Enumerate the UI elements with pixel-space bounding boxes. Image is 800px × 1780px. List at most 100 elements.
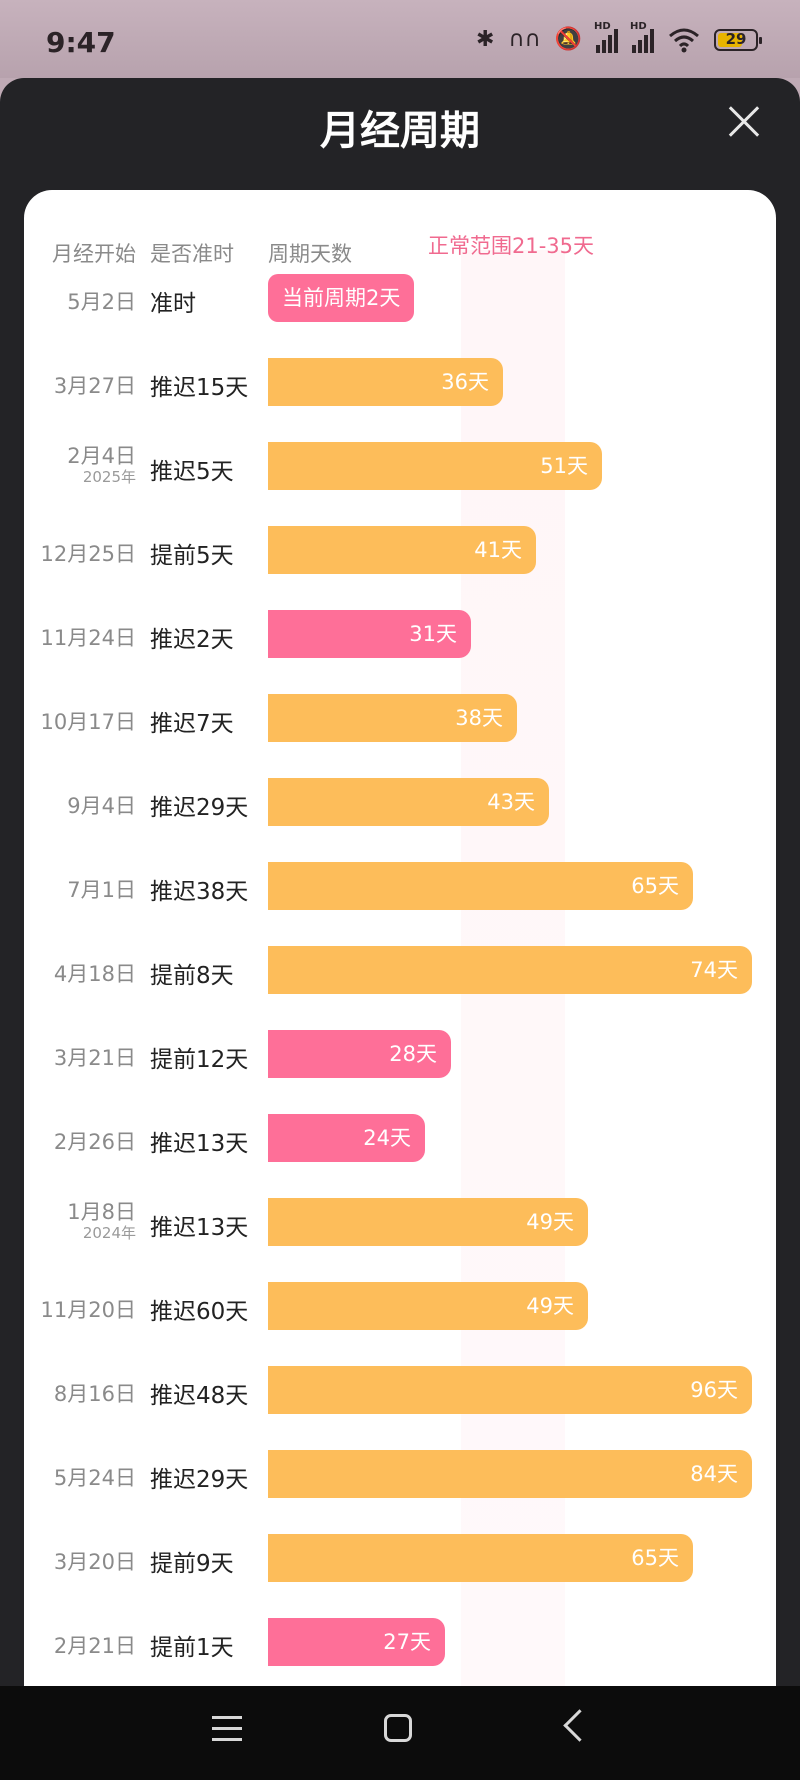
date-text: 3月21日 — [53, 1046, 136, 1070]
back-icon[interactable] — [563, 1709, 596, 1742]
menu-icon[interactable] — [212, 1716, 242, 1746]
hd-label-2: HD — [630, 21, 647, 32]
on-time-status: 推迟2天 — [150, 627, 234, 653]
cycle-start-date: 11月24日 — [24, 622, 136, 652]
cycle-length-bar: 43天 — [268, 778, 549, 826]
cycle-start-date: 3月27日 — [24, 370, 136, 400]
cycle-length-bar: 31天 — [268, 610, 471, 658]
cycle-row[interactable]: 12月25日 提前5天 41天 — [24, 526, 776, 576]
date-text: 5月24日 — [53, 1466, 136, 1490]
cycle-start-date: 4月18日 — [24, 958, 136, 988]
date-text: 9月4日 — [67, 794, 136, 818]
on-time-status: 提前5天 — [150, 543, 234, 569]
date-text: 2月21日 — [53, 1634, 136, 1658]
year-text: 2024年 — [82, 1224, 136, 1242]
cycle-length-bar: 27天 — [268, 1618, 445, 1666]
on-time-status: 提前8天 — [150, 963, 234, 989]
cycle-start-date: 10月17日 — [24, 706, 136, 736]
home-icon[interactable] — [384, 1714, 412, 1742]
cycle-start-date: 3月21日 — [24, 1042, 136, 1072]
on-time-status: 提前1天 — [150, 1635, 234, 1661]
on-time-status: 推迟29天 — [150, 1467, 249, 1493]
cell-signal-2-icon: HD — [630, 21, 654, 53]
cycle-row[interactable]: 2月21日 提前1天 27天 — [24, 1618, 776, 1668]
cycle-start-date: 12月25日 — [24, 538, 136, 568]
cycle-length-bar: 28天 — [268, 1030, 451, 1078]
cycle-start-date: 11月20日 — [24, 1294, 136, 1324]
cycle-length-bar: 24天 — [268, 1114, 425, 1162]
cycle-row[interactable]: 9月4日 推迟29天 43天 — [24, 778, 776, 828]
on-time-status: 准时 — [150, 291, 196, 317]
cycle-row[interactable]: 5月2日 准时 当前周期2天 — [24, 274, 776, 324]
date-text: 3月20日 — [53, 1550, 136, 1574]
current-cycle-bar: 当前周期2天 — [268, 274, 415, 322]
date-text: 4月18日 — [53, 962, 136, 986]
hd-label-1: HD — [594, 21, 611, 32]
on-time-status: 推迟13天 — [150, 1131, 249, 1157]
date-text: 7月1日 — [67, 878, 136, 902]
date-text: 10月17日 — [40, 710, 136, 734]
mute-bell-icon: 🔕 — [554, 27, 582, 52]
date-text: 8月16日 — [53, 1382, 136, 1406]
on-time-status: 提前9天 — [150, 1551, 234, 1577]
battery-level: 29 — [725, 30, 747, 48]
year-text: 2025年 — [82, 468, 136, 486]
date-text: 12月25日 — [40, 542, 136, 566]
on-time-status: 提前12天 — [150, 1047, 249, 1073]
date-text: 11月24日 — [40, 626, 136, 650]
cycle-length-bar: 65天 — [268, 862, 693, 910]
date-text: 2月26日 — [53, 1130, 136, 1154]
navigation-bar — [0, 1686, 800, 1780]
cycle-start-date: 2月21日 — [24, 1630, 136, 1660]
on-time-status: 推迟38天 — [150, 879, 249, 905]
on-time-status: 推迟13天 — [150, 1215, 249, 1241]
sheet-title: 月经周期 — [320, 108, 480, 154]
cycle-start-date: 5月24日 — [24, 1462, 136, 1492]
bluetooth-icon: ✱ — [475, 27, 495, 52]
earbuds-icon: ∩∩ — [508, 27, 541, 52]
on-time-status: 推迟7天 — [150, 711, 234, 737]
cycle-length-bar: 65天 — [268, 1534, 693, 1582]
cycle-row[interactable]: 3月27日 推迟15天 36天 — [24, 358, 776, 408]
cycle-row[interactable]: 7月1日 推迟38天 65天 — [24, 862, 776, 912]
cycle-length-bar: 49天 — [268, 1282, 588, 1330]
header-start: 月经开始 — [52, 242, 136, 266]
cycle-row[interactable]: 2月26日 推迟13天 24天 — [24, 1114, 776, 1164]
cycle-row[interactable]: 3月20日 提前9天 65天 — [24, 1534, 776, 1584]
cycle-row[interactable]: 4月18日 提前8天 74天 — [24, 946, 776, 996]
cycle-length-bar: 96天 — [268, 1366, 752, 1414]
cycle-row[interactable]: 11月24日 推迟2天 31天 — [24, 610, 776, 660]
date-text: 1月8日 — [67, 1200, 136, 1224]
status-bar: 9:47 ✱ ∩∩ 🔕 HD HD 29 — [0, 0, 800, 78]
cycle-start-date: 9月4日 — [24, 790, 136, 820]
close-button[interactable] — [718, 96, 770, 148]
cycle-length-bar: 41天 — [268, 526, 536, 574]
cycle-length-bar: 38天 — [268, 694, 517, 742]
cycle-length-bar: 84天 — [268, 1450, 752, 1498]
cycle-start-date: 8月16日 — [24, 1378, 136, 1408]
cycle-row[interactable]: 8月16日 推迟48天 96天 — [24, 1366, 776, 1416]
date-text: 11月20日 — [40, 1298, 136, 1322]
header-on-time: 是否准时 — [150, 242, 234, 266]
date-text: 3月27日 — [53, 374, 136, 398]
cycle-row[interactable]: 2月4日 2025年 推迟5天 51天 — [24, 442, 776, 492]
cycle-row[interactable]: 1月8日 2024年 推迟13天 49天 — [24, 1198, 776, 1248]
on-time-status: 推迟60天 — [150, 1299, 249, 1325]
clock: 9:47 — [46, 26, 116, 59]
cycle-row[interactable]: 3月21日 提前12天 28天 — [24, 1030, 776, 1080]
cycle-length-bar: 74天 — [268, 946, 752, 994]
on-time-status: 推迟29天 — [150, 795, 249, 821]
battery-icon: 29 — [714, 29, 762, 51]
on-time-status: 推迟5天 — [150, 459, 234, 485]
on-time-status: 推迟15天 — [150, 375, 249, 401]
date-text: 2月4日 — [67, 444, 136, 468]
cycle-row[interactable]: 11月20日 推迟60天 49天 — [24, 1282, 776, 1332]
cycle-start-date: 7月1日 — [24, 874, 136, 904]
cycle-length-bar: 36天 — [268, 358, 503, 406]
cycle-row[interactable]: 10月17日 推迟7天 38天 — [24, 694, 776, 744]
cycle-start-date: 5月2日 — [24, 286, 136, 316]
cycle-start-date: 2月4日 2025年 — [24, 444, 136, 486]
cycle-start-date: 3月20日 — [24, 1546, 136, 1576]
cycle-row[interactable]: 5月24日 推迟29天 84天 — [24, 1450, 776, 1500]
wifi-icon — [669, 28, 699, 53]
